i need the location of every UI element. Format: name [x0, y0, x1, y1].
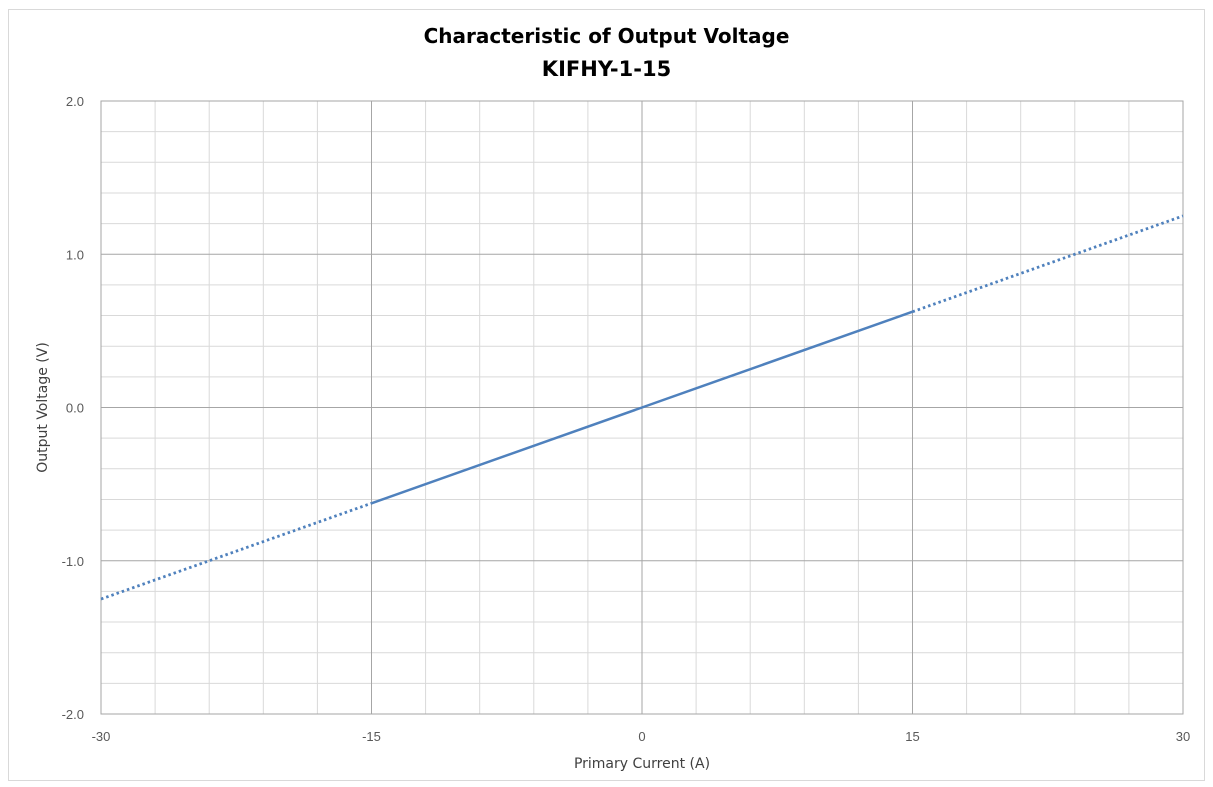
x-tick-label: -15 — [362, 729, 381, 744]
series-line-dotted-0 — [100, 501, 372, 601]
x-tick-label: 0 — [638, 729, 645, 744]
series-line-solid-1 — [371, 310, 913, 505]
series-layer — [100, 214, 1184, 601]
x-tick-label: 30 — [1176, 729, 1190, 744]
plot-area-border — [100, 100, 1184, 715]
y-tick-label: -1.0 — [62, 554, 84, 569]
y-tick-label: 2.0 — [66, 94, 84, 109]
y-axis-tick-labels: -2.0 -1.0 0.0 1.0 2.0 — [62, 94, 84, 722]
chart-title: Characteristic of Output Voltage — [423, 24, 790, 48]
y-axis-title: Output Voltage (V) — [35, 342, 51, 473]
series-line-dotted-2 — [912, 214, 1184, 314]
chart-subtitle: KIFHY-1-15 — [541, 57, 672, 81]
x-tick-label: 15 — [905, 729, 919, 744]
y-tick-label: 0.0 — [66, 401, 84, 416]
y-tick-label: 1.0 — [66, 247, 84, 262]
x-axis-title: Primary Current (A) — [574, 756, 710, 772]
x-tick-label: -30 — [92, 729, 111, 744]
y-tick-label: -2.0 — [62, 707, 84, 722]
x-axis-tick-labels: -30 -15 0 15 30 — [92, 729, 1191, 744]
